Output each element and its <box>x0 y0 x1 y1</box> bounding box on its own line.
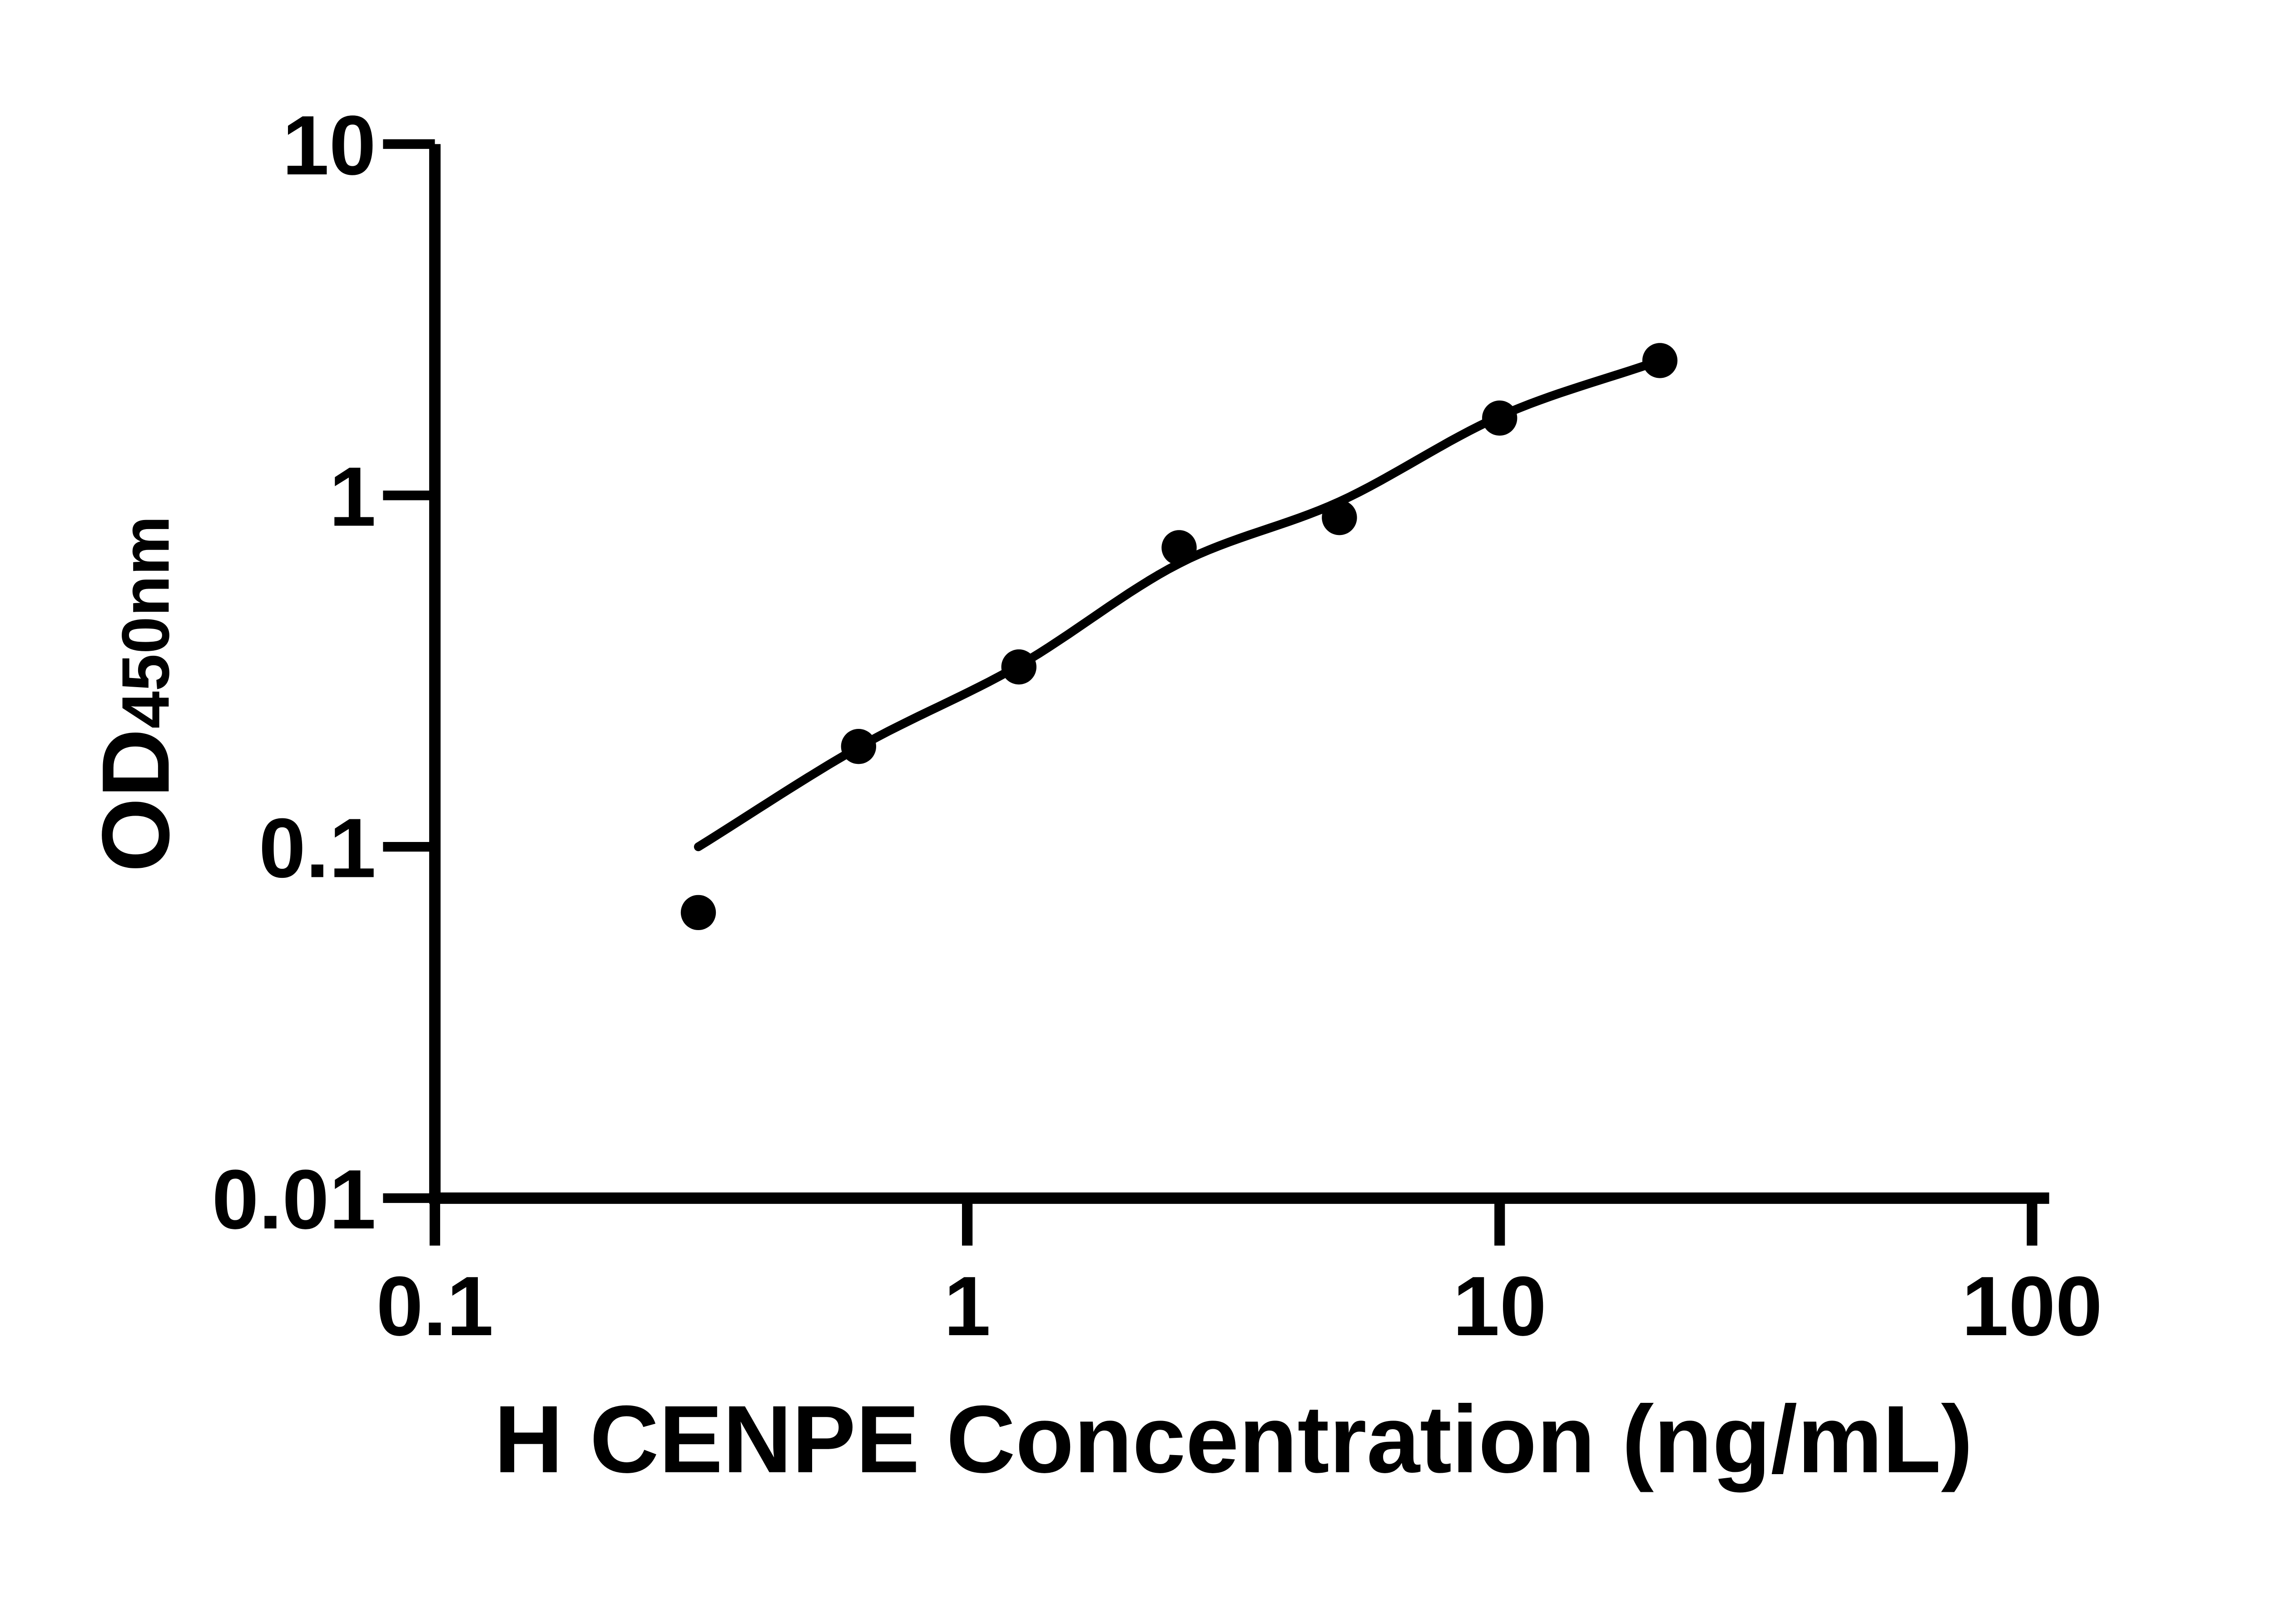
x-tick-label: 100 <box>1962 1259 2102 1353</box>
fit-curve <box>694 356 1665 852</box>
y-axis-title: OD450nm <box>82 516 189 872</box>
x-tick-label: 0.1 <box>376 1259 493 1353</box>
data-point <box>1482 400 1517 436</box>
data-point <box>1322 500 1357 535</box>
y-axis-title-subscript: 450nm <box>108 516 183 729</box>
y-tick-label: 0.01 <box>212 1153 376 1247</box>
elisa-standard-curve-figure: 10 1 0.1 0.01 0.1 1 10 100 H CENPE Concentratio… <box>82 98 2102 1493</box>
y-tick-label: 0.1 <box>259 801 376 895</box>
data-point <box>1161 530 1197 565</box>
y-axis-title-main: OD <box>82 728 189 872</box>
data-points <box>680 343 1678 931</box>
data-point <box>1642 343 1678 378</box>
data-point <box>841 729 877 764</box>
data-point <box>680 895 716 931</box>
y-tick-label: 1 <box>329 450 376 544</box>
x-axis-title: H CENPE Concentration (ng/mL) <box>494 1386 1973 1493</box>
x-tick-label: 10 <box>1453 1259 1547 1353</box>
data-point <box>1001 649 1036 685</box>
y-tick-label: 10 <box>282 99 376 193</box>
x-tick-label: 1 <box>944 1259 991 1353</box>
